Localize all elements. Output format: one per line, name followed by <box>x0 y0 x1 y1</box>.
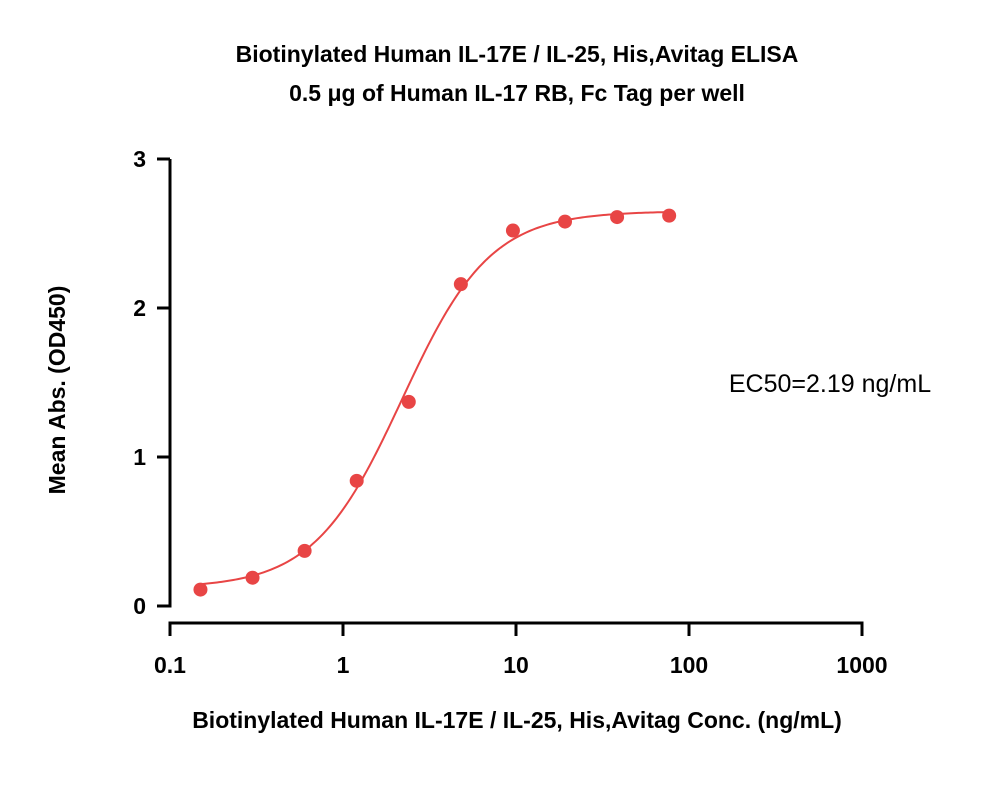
y-tick-label: 0 <box>133 593 146 619</box>
data-point <box>558 214 573 229</box>
data-point <box>297 543 312 558</box>
x-tick-label: 10 <box>503 652 529 678</box>
y-tick-label: 2 <box>133 295 146 321</box>
y-axis-label: Mean Abs. (OD450) <box>44 286 70 495</box>
fit-curve <box>200 211 670 586</box>
data-point <box>662 208 677 223</box>
data-point <box>245 570 260 585</box>
chart-title: Biotinylated Human IL-17E / IL-25, His,A… <box>236 41 799 67</box>
axes: 0 1 2 3 0.1 1 10 100 1000 <box>133 146 887 678</box>
data-points-layer <box>193 208 677 597</box>
fit-curve-layer <box>200 211 670 586</box>
data-point <box>453 277 468 292</box>
data-point <box>193 582 208 597</box>
chart-subtitle: 0.5 μg of Human IL-17 RB, Fc Tag per wel… <box>289 80 745 106</box>
y-tick-label: 1 <box>133 444 146 470</box>
x-tick-label: 1000 <box>836 652 887 678</box>
x-tick-label: 1 <box>337 652 350 678</box>
x-axis-label: Biotinylated Human IL-17E / IL-25, His,A… <box>192 707 842 733</box>
ec50-annotation: EC50=2.19 ng/mL <box>729 370 931 398</box>
data-point <box>610 210 625 225</box>
data-point <box>349 473 364 488</box>
data-point <box>401 394 416 409</box>
x-tick-label: 0.1 <box>154 652 186 678</box>
x-tick-label: 100 <box>670 652 708 678</box>
data-point <box>505 223 520 238</box>
y-tick-label: 3 <box>133 146 146 172</box>
